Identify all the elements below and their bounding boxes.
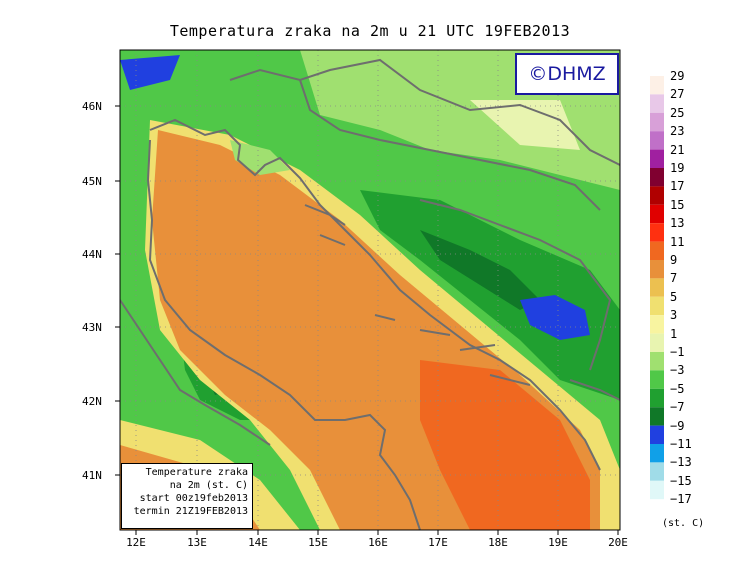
legend-tick-label: 7 bbox=[670, 271, 678, 286]
legend-swatch bbox=[650, 168, 664, 187]
legend-color-bar bbox=[650, 76, 664, 500]
legend-tick-label: −11 bbox=[670, 437, 692, 451]
legend-swatch bbox=[650, 149, 664, 168]
legend-swatch bbox=[650, 315, 664, 334]
lon-label-12e: 12E bbox=[126, 536, 146, 549]
legend-swatch bbox=[650, 223, 664, 242]
lon-label-15e: 15E bbox=[308, 536, 328, 549]
legend-tick-label: 13 bbox=[670, 216, 685, 231]
southern-warm-sea bbox=[420, 360, 590, 530]
legend-tick-label: −13 bbox=[670, 455, 692, 470]
legend-tick-label: −3 bbox=[670, 363, 685, 378]
legend-tick-label: −7 bbox=[670, 400, 685, 415]
lat-label-44n: 44N bbox=[82, 248, 102, 261]
legend-swatch bbox=[650, 186, 664, 205]
axis-ticks bbox=[115, 105, 619, 535]
cold-spot-dinaric bbox=[520, 295, 590, 340]
legend-swatch bbox=[650, 94, 664, 113]
legend-tick-label: 19 bbox=[670, 161, 685, 175]
legend-tick-label: 3 bbox=[670, 308, 678, 323]
legend-swatch bbox=[650, 370, 664, 389]
legend-swatch bbox=[650, 131, 664, 150]
dinaric-dark bbox=[360, 190, 620, 400]
legend-swatch bbox=[650, 76, 664, 95]
legend-tick-label: −1 bbox=[670, 345, 685, 359]
legend-tick-label: 27 bbox=[670, 87, 685, 102]
legend-tick-label: 17 bbox=[670, 179, 685, 194]
legend-tick-label: 15 bbox=[670, 197, 685, 212]
legend-tick-label: −17 bbox=[670, 492, 692, 507]
legend-swatch bbox=[650, 480, 664, 500]
legend-tick-label: 21 bbox=[670, 142, 685, 157]
info-line-valid: termin 21Z19FEB2013 bbox=[133, 506, 248, 517]
map-field bbox=[120, 50, 620, 530]
info-line-start: start 00z19feb2013 bbox=[139, 493, 248, 504]
lon-label-14e: 14E bbox=[248, 536, 268, 549]
map-frame bbox=[119, 49, 621, 531]
legend-swatch bbox=[650, 112, 664, 132]
legend-tick-label: 23 bbox=[670, 124, 685, 139]
graticule bbox=[120, 50, 620, 530]
lat-label-42n: 42N bbox=[82, 395, 102, 408]
legend-swatch bbox=[650, 333, 664, 352]
legend-swatch bbox=[650, 388, 664, 408]
lat-label-45n: 45N bbox=[82, 175, 102, 188]
dinaric-darker bbox=[420, 230, 540, 310]
legend-swatch bbox=[650, 462, 664, 481]
legend-tick-label: −9 bbox=[670, 418, 685, 433]
lon-label-19e: 19E bbox=[548, 536, 568, 549]
lon-label-18e: 18E bbox=[488, 536, 508, 549]
lat-label-41n: 41N bbox=[82, 469, 102, 482]
info-box: Temperature zraka na 2m (st. C) start 00… bbox=[121, 463, 253, 529]
legend-swatch bbox=[650, 407, 664, 426]
lon-label-17e: 17E bbox=[428, 536, 448, 549]
lon-label-13e: 13E bbox=[187, 536, 207, 549]
lon-label-16e: 16E bbox=[368, 536, 388, 549]
legend-swatch bbox=[650, 204, 664, 224]
legend-tick-label: 9 bbox=[670, 253, 678, 267]
coastlines bbox=[120, 58, 620, 530]
lat-label-46n: 46N bbox=[82, 100, 102, 113]
legend-swatch bbox=[650, 352, 664, 371]
istria bbox=[230, 140, 290, 175]
lat-label-43n: 43N bbox=[82, 321, 102, 334]
map-title: Temperatura zraka na 2m u 21 UTC 19FEB20… bbox=[169, 22, 571, 40]
legend-swatch bbox=[650, 241, 664, 260]
legend-tick-label: −15 bbox=[670, 473, 692, 488]
lon-label-20e: 20E bbox=[608, 536, 628, 549]
legend-tick-label: −5 bbox=[670, 381, 685, 396]
legend-tick-label: 5 bbox=[670, 289, 678, 304]
dhmz-logo: ©DHMZ bbox=[515, 53, 619, 95]
legend-tick-label: 25 bbox=[670, 105, 685, 120]
legend-tick-label: 29 bbox=[670, 69, 685, 83]
legend-swatch bbox=[650, 425, 664, 444]
pale-patch bbox=[470, 100, 580, 150]
legend-swatch bbox=[650, 278, 664, 297]
legend-swatch bbox=[650, 296, 664, 316]
legend-tick-label: 1 bbox=[670, 326, 678, 341]
legend-swatch bbox=[650, 260, 664, 279]
info-line-variable: Temperature zraka bbox=[145, 467, 248, 478]
cold-spot-alps bbox=[120, 55, 180, 90]
legend-swatch bbox=[650, 444, 664, 463]
info-line-unit: na 2m (st. C) bbox=[169, 480, 248, 491]
legend-unit: (st. C) bbox=[662, 518, 705, 529]
legend-tick-label: 11 bbox=[670, 234, 685, 249]
